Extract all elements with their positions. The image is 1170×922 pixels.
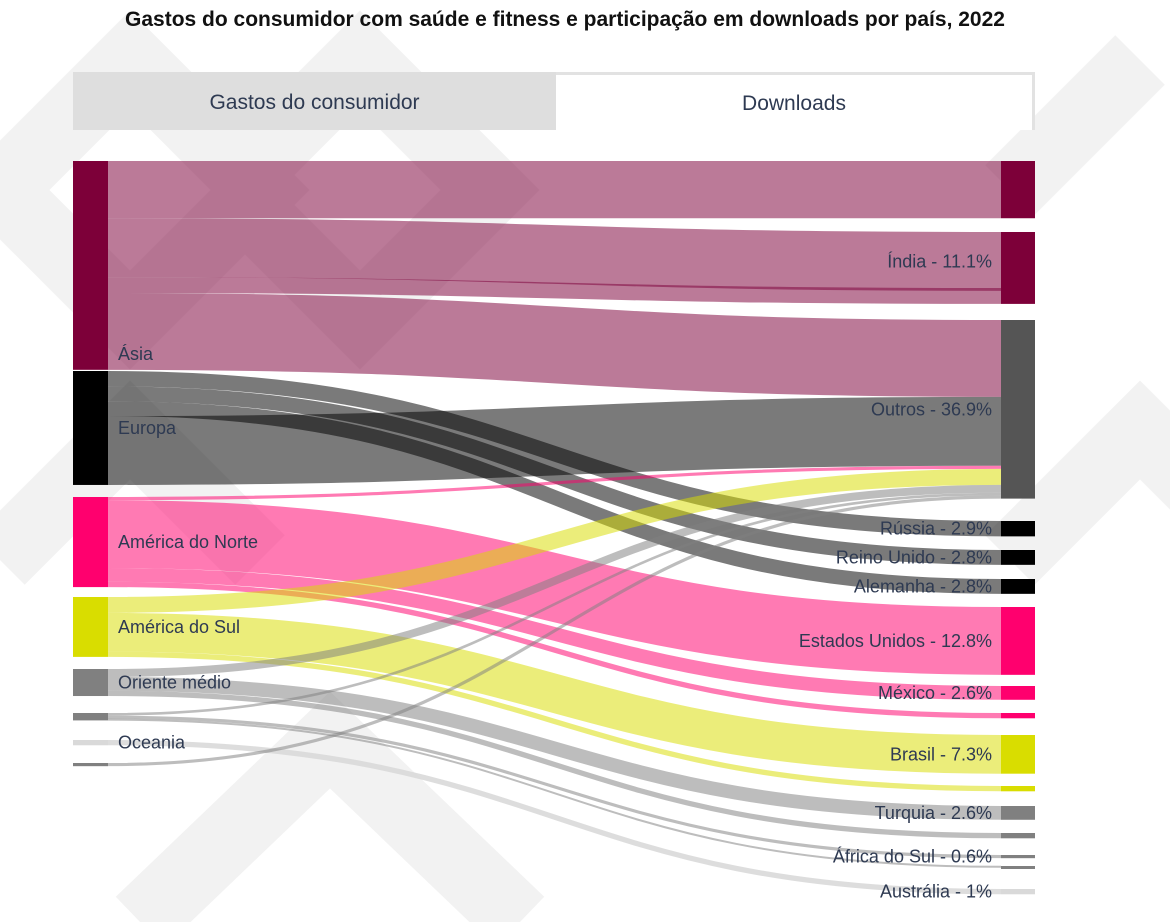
source-label-oceania: Oceania — [118, 733, 186, 753]
sankey-link-america_norte-mexico[interactable] — [107, 568, 1002, 700]
target-label-reino_unido: Reino Unido - 2.8% — [836, 547, 992, 567]
sankey-link-america_sul-brasil[interactable] — [107, 612, 1002, 774]
source-node-other_small[interactable] — [73, 763, 108, 767]
sankey-link-oceania-australia[interactable] — [107, 740, 1002, 895]
target-label-russia: Rússia - 2.9% — [880, 519, 992, 539]
source-node-america_sul[interactable] — [73, 597, 108, 657]
sankey-link-oriente_medio-outros[interactable] — [107, 484, 1002, 677]
target-node-asia_small[interactable] — [1001, 288, 1035, 304]
target-node-outros[interactable] — [1001, 320, 1035, 499]
source-node-america_norte[interactable] — [73, 497, 108, 588]
target-label-turquia: Turquia - 2.6% — [875, 803, 992, 823]
target-node-alemanha[interactable] — [1001, 579, 1035, 594]
source-node-oriente_medio[interactable] — [73, 669, 108, 697]
target-node-india[interactable] — [1001, 232, 1035, 291]
sankey-link-other_small-outros[interactable] — [107, 495, 1002, 767]
source-label-oriente_medio: Oriente médio — [118, 673, 231, 693]
target-node-estados_unidos[interactable] — [1001, 607, 1035, 675]
sankey-links — [107, 160, 1002, 895]
sankey-link-oriente_medio-turquia[interactable] — [107, 676, 1002, 820]
source-node-oceania[interactable] — [73, 740, 108, 746]
sankey-link-africa-af_small[interactable] — [107, 718, 1002, 868]
tab-downloads[interactable]: Downloads — [556, 72, 1035, 130]
target-node-af_small[interactable] — [1001, 866, 1035, 869]
target-node-me_small[interactable] — [1001, 833, 1035, 839]
source-label-america_norte: América do Norte — [118, 532, 258, 552]
sankey-link-africa-outros[interactable] — [107, 492, 1002, 716]
target-node-brasil[interactable] — [1001, 735, 1035, 774]
target-node-sa_small[interactable] — [1001, 786, 1035, 792]
target-node-reino_unido[interactable] — [1001, 550, 1035, 565]
sankey-link-asia-india[interactable] — [107, 218, 1002, 291]
tab-consumer-spending[interactable]: Gastos do consumidor — [73, 72, 556, 130]
target-label-mexico: México - 2.6% — [878, 683, 992, 703]
target-label-alemanha: Alemanha - 2.8% — [854, 576, 992, 596]
sankey-link-asia-outros[interactable] — [107, 292, 1002, 397]
source-node-europa[interactable] — [73, 371, 108, 485]
view-tabs: Gastos do consumidor Downloads — [73, 72, 1035, 130]
sankey-link-america_sul-outros[interactable] — [107, 468, 1002, 613]
sankey-link-africa-africa_sul[interactable] — [107, 715, 1002, 859]
target-node-turquia[interactable] — [1001, 806, 1035, 820]
target-label-estados_unidos: Estados Unidos - 12.8% — [799, 631, 992, 651]
target-node-africa_sul[interactable] — [1001, 855, 1035, 859]
chart-title: Gastos do consumidor com saúde e fitness… — [125, 8, 1005, 31]
source-node-asia[interactable] — [73, 161, 108, 370]
target-label-india: Índia - 11.1% — [887, 251, 992, 271]
target-label-brasil: Brasil - 7.3% — [890, 744, 992, 764]
source-label-europa: Europa — [118, 418, 177, 438]
target-node-australia[interactable] — [1001, 889, 1035, 895]
sankey-nodes — [73, 161, 1035, 895]
target-node-asia_top[interactable] — [1001, 161, 1035, 219]
target-node-canada[interactable] — [1001, 713, 1035, 719]
sankey-link-america_norte-estados_unidos[interactable] — [107, 500, 1002, 675]
sankey-link-europa-reino_unido[interactable] — [107, 386, 1002, 565]
target-label-africa_sul: África do Sul - 0.6% — [833, 847, 992, 867]
source-label-america_sul: América do Sul — [118, 617, 240, 637]
sankey-link-asia-asia_small[interactable] — [107, 277, 1002, 304]
sankey-labels: Ásia Europa América do Norte América do Sul… — [118, 251, 992, 901]
target-node-mexico[interactable] — [1001, 686, 1035, 700]
sankey-link-europa-outros[interactable] — [107, 396, 1002, 485]
sankey-link-america_norte-outros[interactable] — [107, 465, 1002, 501]
source-node-africa[interactable] — [73, 713, 108, 721]
target-node-russia[interactable] — [1001, 521, 1035, 537]
source-label-asia: Ásia — [118, 344, 154, 364]
target-label-australia: Austrália - 1% — [880, 882, 992, 902]
target-label-outros: Outros - 36.9% — [871, 399, 992, 419]
